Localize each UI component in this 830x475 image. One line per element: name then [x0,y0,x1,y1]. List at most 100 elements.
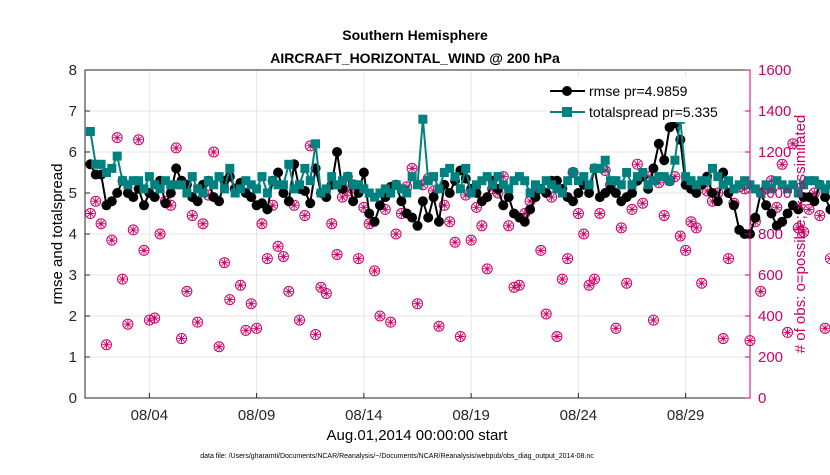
obs-assimilated-point [649,315,658,325]
obs-possible-point [412,298,423,310]
totalspread-point [455,184,465,194]
totalspread-point [241,176,251,186]
totalspread-point [493,172,503,182]
totalspread-point [375,188,385,198]
obs-assimilated-point [252,324,261,333]
obs-assimilated-point [397,209,406,218]
totalspread-point [793,188,803,198]
obs-possible-point [588,273,600,285]
obs-assimilated-point [225,295,234,304]
totalspread-point [756,188,766,198]
obs-assimilated-point [563,254,572,263]
y-right-tick-label: 1000 [758,185,791,202]
rmse-point [777,216,788,227]
obs-assimilated-point [343,186,352,196]
obs-possible-point [798,226,810,238]
rmse-point [160,198,171,209]
totalspread-point [284,159,294,169]
rmse-point [610,188,621,198]
obs-possible-point [299,210,311,222]
obs-possible-point [251,322,263,334]
totalspread-point [697,176,707,186]
obs-possible-point [90,195,102,207]
obs-assimilated-point [214,342,224,351]
rmse-point [396,196,407,207]
totalspread-point [418,114,428,124]
obs-assimilated-point [595,209,605,218]
rmse-point [519,216,530,227]
obs-possible-point [192,316,204,328]
totalspread-point [466,188,476,198]
totalspread-point [423,176,433,186]
y-left-tick-label: 7 [69,103,77,120]
obs-possible-point [133,134,145,146]
rmse-point [262,204,273,215]
obs-possible-point [615,222,627,234]
obs-assimilated-point [429,186,438,196]
totalspread-point [128,176,138,186]
totalspread-point [568,168,578,177]
obs-assimilated-point [102,340,111,349]
obs-possible-point [637,197,649,209]
totalspread-point [257,172,267,182]
obs-assimilated-point [300,211,310,220]
rmse-point [273,167,284,178]
obs-possible-point [674,230,686,242]
totalspread-point [563,176,573,186]
rmse-point [428,192,439,203]
totalspread-point [246,180,256,190]
legend: rmse pr=4.9859 totalspread pr=5.335 [550,77,742,122]
rmse-point [503,192,514,203]
y-right-tick-label: 200 [758,349,783,366]
totalspread-point [134,176,144,186]
totalspread-point [799,180,809,190]
obs-assimilated-point [724,254,733,263]
obs-possible-point [433,320,445,332]
obs-assimilated-point [284,287,293,296]
totalspread-point [713,172,723,182]
rmse-point [214,196,225,207]
totalspread-point [144,172,154,182]
rmse-point [369,216,380,227]
totalspread-point [638,168,648,177]
obs-assimilated-point [407,164,417,173]
obs-possible-point [117,273,129,285]
rmse-point [568,196,579,207]
obs-possible-point [138,244,150,256]
obs-assimilated-point [263,254,272,263]
totalspread-point [686,176,696,186]
obs-assimilated-point [472,203,481,212]
obs-possible-point [106,234,118,246]
totalspread-point [209,180,219,190]
totalspread-point [91,159,101,169]
obs-assimilated-point [627,205,637,214]
obs-possible-point [610,322,622,334]
totalspread-point [354,180,364,190]
obs-possible-point [567,167,579,178]
totalspread-point [477,176,487,186]
totalspread-point [750,184,760,194]
rmse-point [128,192,139,203]
obs-assimilated-point [193,317,202,327]
obs-assimilated-point [794,223,803,233]
obs-assimilated-point [461,190,470,200]
obs-assimilated-point [450,238,460,247]
obs-possible-point [819,322,830,334]
totalspread-point [724,176,734,186]
totalspread-point [171,180,181,190]
totalspread-point [85,127,95,136]
obs-possible-point [578,228,590,240]
totalspread-point [112,151,122,161]
y-right-tick-label: 0 [758,390,766,407]
totalspread-point [606,176,616,186]
obs-assimilated-point [702,186,712,196]
obs-possible-point [626,203,638,215]
rmse-point [498,200,509,211]
rmse-point [106,196,117,207]
obs-assimilated-point [772,203,782,212]
rmse-point [171,163,182,174]
obs-possible-point [594,208,606,219]
obs-assimilated-point [220,258,229,267]
totalspread-point [772,176,782,186]
